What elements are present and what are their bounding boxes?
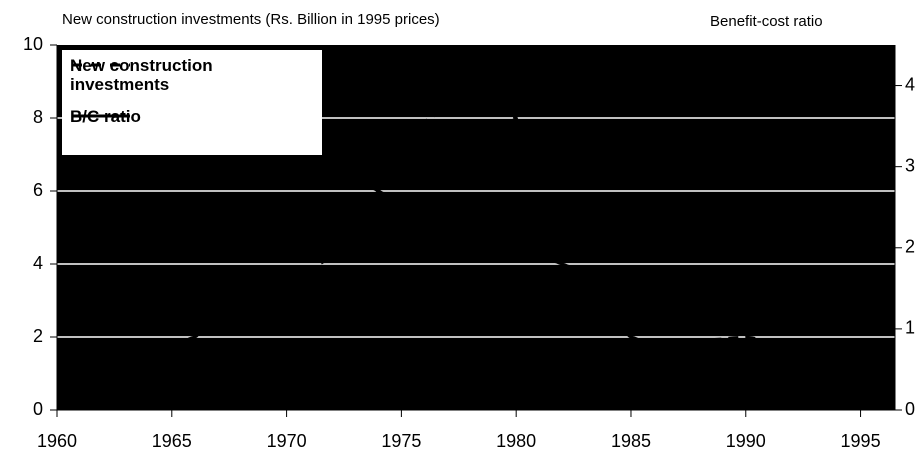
x-tick-label: 1995 [841, 431, 881, 451]
y2-tick-label: 2 [905, 237, 915, 257]
legend-item: New construction investments [70, 56, 250, 94]
y2-tick-label: 3 [905, 155, 915, 175]
series-line [56, 101, 861, 375]
legend-swatch [72, 63, 130, 67]
legend-label: New construction investments [70, 56, 213, 94]
x-tick-label: 1985 [611, 431, 651, 451]
y-tick-label: 10 [23, 34, 43, 54]
y-tick-label: 4 [33, 253, 43, 273]
x-tick-label: 1970 [267, 431, 307, 451]
x-tick-label: 1975 [381, 431, 421, 451]
x-tick-label: 1965 [152, 431, 192, 451]
y2-tick-label: 4 [905, 74, 915, 94]
y2-tick-label: 1 [905, 318, 915, 338]
legend-item: B/C ratio [70, 107, 250, 126]
x-tick-label: 1990 [726, 431, 766, 451]
x-tick-label: 1980 [496, 431, 536, 451]
y2-axis-label: Benefit-cost ratio [710, 13, 823, 30]
y-tick-label: 2 [33, 326, 43, 346]
y2-tick-label: 0 [905, 399, 915, 419]
y-axis-label: New construction investments (Rs. Billio… [62, 11, 440, 28]
y-tick-label: 0 [33, 399, 43, 419]
y-tick-label: 8 [33, 107, 43, 127]
legend: New construction investments B/C ratio [62, 50, 322, 155]
x-tick-label: 1960 [37, 431, 77, 451]
legend-swatch [72, 114, 130, 118]
y-tick-label: 6 [33, 180, 43, 200]
